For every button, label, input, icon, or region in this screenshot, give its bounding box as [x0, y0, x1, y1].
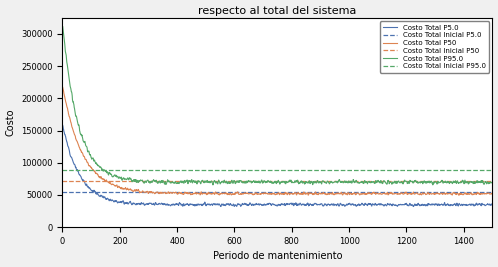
Costo Total P5.0	[242, 202, 248, 206]
Costo Total P95.0	[111, 175, 117, 178]
Line: Costo Total P95.0: Costo Total P95.0	[63, 27, 493, 185]
Costo Total P50	[456, 194, 462, 197]
Legend: Costo Total P5.0, Costo Total Inicial P5.0, Costo Total P50, Costo Total Inicial: Costo Total P5.0, Costo Total Inicial P5…	[379, 21, 489, 73]
Y-axis label: Costo: Costo	[5, 109, 15, 136]
Costo Total P50	[258, 192, 264, 195]
Costo Total P95.0	[490, 180, 496, 183]
Costo Total Inicial P95.0	[59, 168, 65, 171]
Costo Total P5.0	[251, 203, 257, 206]
Costo Total P5.0	[258, 204, 264, 207]
Costo Total P5.0	[93, 192, 99, 195]
Costo Total P5.0	[111, 199, 117, 203]
Costo Total P5.0	[410, 205, 416, 208]
Costo Total Inicial P50	[59, 179, 65, 182]
Costo Total P5.0	[490, 203, 496, 207]
Costo Total P95.0	[259, 179, 265, 182]
Costo Total P95.0	[243, 181, 249, 184]
Costo Total P50	[60, 86, 66, 89]
Costo Total P50	[251, 193, 257, 196]
Costo Total Inicial P50	[60, 179, 66, 182]
Costo Total P5.0	[60, 124, 66, 127]
Costo Total Inicial P95.0	[60, 168, 66, 171]
Line: Costo Total P50: Costo Total P50	[63, 87, 493, 195]
Costo Total P95.0	[251, 180, 257, 183]
Costo Total Inicial P5.0	[59, 191, 65, 194]
Costo Total P95.0	[93, 161, 99, 164]
X-axis label: Periodo de mantenimiento: Periodo de mantenimiento	[213, 252, 342, 261]
Costo Total P5.0	[304, 203, 310, 206]
Costo Total P50	[111, 183, 117, 186]
Costo Total P50	[242, 192, 248, 195]
Line: Costo Total P5.0: Costo Total P5.0	[63, 125, 493, 207]
Costo Total P95.0	[60, 25, 66, 28]
Costo Total P50	[490, 193, 496, 196]
Costo Total P50	[304, 191, 310, 195]
Title: respecto al total del sistema: respecto al total del sistema	[198, 6, 357, 15]
Costo Total P95.0	[210, 183, 216, 187]
Costo Total P50	[93, 171, 99, 175]
Costo Total P95.0	[305, 181, 311, 184]
Costo Total Inicial P5.0	[60, 191, 66, 194]
